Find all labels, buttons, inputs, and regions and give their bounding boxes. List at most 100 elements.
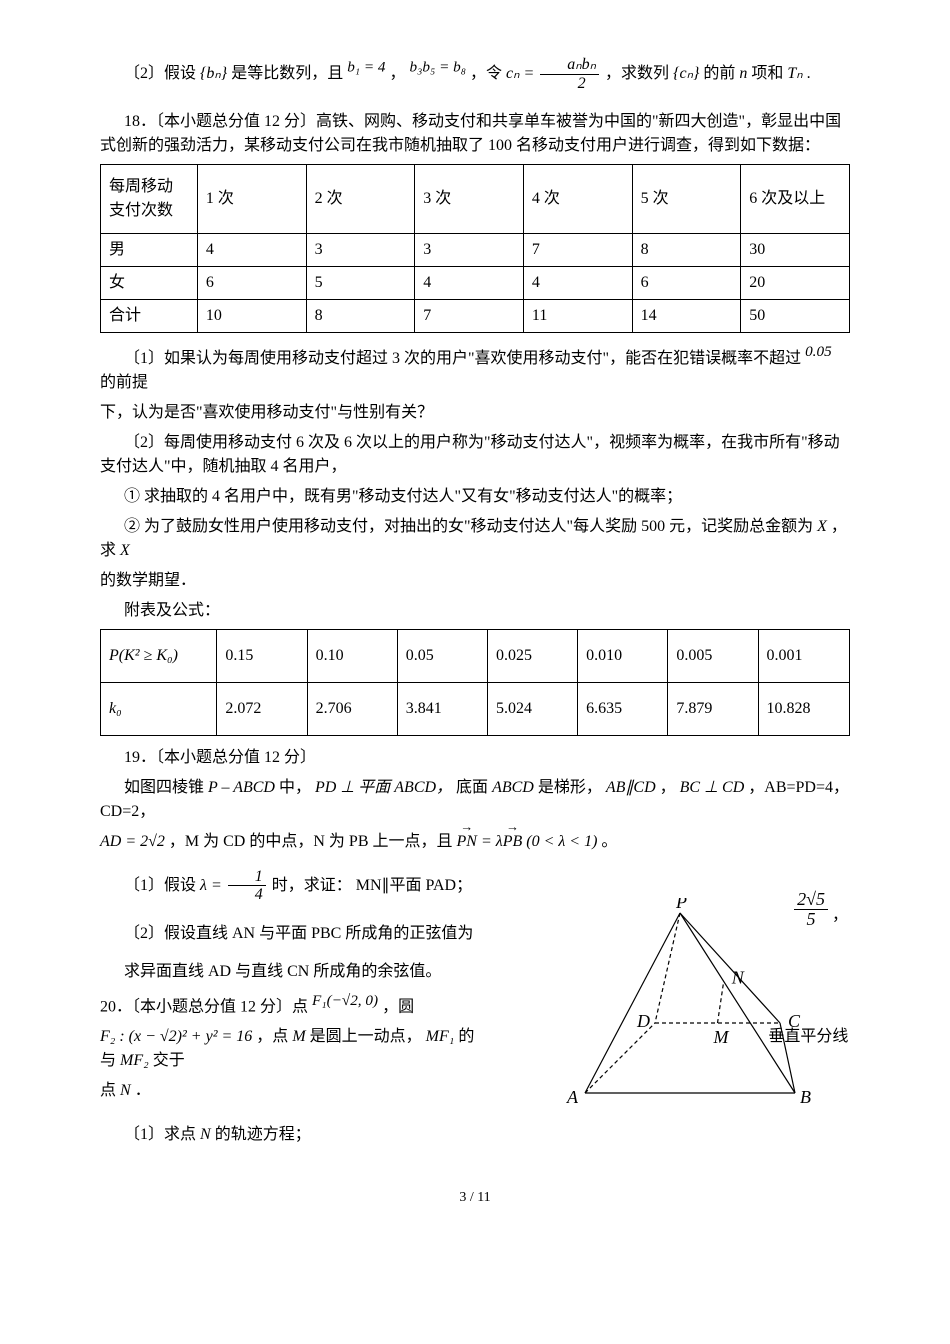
table-cell: 男 [101, 234, 198, 267]
q-part2-cont: 〔2〕假设 {bₙ} 是等比数列，且 b₁ = 4 ， b₃b₅ = b₈ ，令… [100, 56, 850, 92]
text: 是等比数列，且 [231, 65, 343, 82]
table-cell: 3 [415, 234, 524, 267]
q20-p1: 〔1〕求点 N 的轨迹方程； [100, 1123, 850, 1147]
table-cell: 4 [415, 267, 524, 300]
q18-table1: 每周移动支付次数1 次2 次3 次4 次5 次6 次及以上男4337830女65… [100, 164, 850, 333]
svg-text:A: A [566, 1087, 579, 1107]
table-header: 每周移动支付次数 [101, 165, 198, 234]
table-cell: 0.10 [307, 629, 397, 682]
table-cell: 0.15 [217, 629, 307, 682]
pn-eq: PN = λPB (0 < λ < 1) [457, 833, 602, 850]
table-header: 1 次 [197, 165, 306, 234]
page: 〔2〕假设 {bₙ} 是等比数列，且 b₁ = 4 ， b₃b₅ = b₈ ，令… [50, 0, 900, 1248]
text: ． [135, 1082, 151, 1099]
text: ， [390, 65, 406, 82]
q19-title: 19．〔本小题总分值 12 分〕 [100, 746, 850, 770]
text: ，令 [470, 65, 502, 82]
table-cell: 30 [741, 234, 850, 267]
den: 4 [228, 886, 266, 904]
table-cell: 50 [741, 300, 850, 333]
table-cell: 0.05 [397, 629, 487, 682]
lambda-frac: 1 4 [228, 868, 266, 904]
m: M [292, 1028, 305, 1045]
table-cell: 7 [415, 300, 524, 333]
table-cell: 6.635 [578, 682, 668, 735]
text: 〔1〕假设 [124, 876, 196, 893]
text: 中， [279, 779, 311, 796]
ab-cd: AB∥CD [606, 779, 656, 796]
table-cell: 8 [632, 234, 741, 267]
table-header: 4 次 [523, 165, 632, 234]
n: n [739, 65, 747, 82]
q18-p2a: 〔2〕每周使用移动支付 6 次及 6 次以上的用户称为"移动支付达人"，视频率为… [100, 431, 850, 479]
table-header: P(K² ≥ K₀) [101, 629, 217, 682]
text: 的轨迹方程； [215, 1126, 311, 1143]
tail-b: 交于 [153, 1052, 185, 1069]
text: 。 [601, 833, 617, 850]
text: 的 [458, 1028, 474, 1045]
svg-text:B: B [800, 1087, 811, 1107]
num: aₙbₙ [540, 56, 599, 75]
table-cell: 0.025 [487, 629, 577, 682]
cn-eq: cₙ = [506, 65, 534, 82]
table-cell: 4 [197, 234, 306, 267]
ad: AD = 2√2 [100, 833, 165, 850]
text: 底面 [456, 779, 488, 796]
mf2: MF₂ [120, 1052, 149, 1069]
table-cell: 10.828 [758, 682, 849, 735]
pyramid-diagram: PABCDMN [550, 898, 850, 1108]
table-header: 5 次 [632, 165, 741, 234]
abcd: ABCD [492, 779, 534, 796]
q18-title: 18．〔本小题总分值 12 分〕高铁、网购、移动支付和共享单车被誉为中国的"新四… [100, 110, 850, 158]
table-header: k₀ [101, 682, 217, 735]
q20-line1: 20．〔本小题总分值 12 分〕点 F₁(−√2, 0) ，圆 [100, 990, 560, 1019]
table-header: 6 次及以上 [741, 165, 850, 234]
q18-table2: P(K² ≥ K₀)0.150.100.050.0250.0100.0050.0… [100, 629, 850, 736]
text: 的前提 [100, 374, 148, 391]
cn: {cₙ} [673, 65, 699, 82]
svg-text:N: N [731, 967, 745, 987]
text: MN∥平面 PAD； [356, 876, 472, 893]
b1: b₁ = 4 [347, 58, 385, 75]
q18-p1: 〔1〕如果认为每周使用移动支付超过 3 次的用户"喜欢使用移动支付"，能否在犯错… [100, 341, 850, 394]
f2-eq: F₂ : (x − √2)² + y² = 16 [100, 1028, 252, 1045]
svg-text:P: P [675, 898, 687, 912]
table-cell: 8 [306, 300, 415, 333]
n: N [120, 1082, 131, 1099]
table-cell: 女 [101, 267, 198, 300]
q18-appendix: 附表及公式： [100, 599, 850, 623]
text: 〔2〕假设 [124, 65, 196, 82]
text: 〔1〕求点 [124, 1126, 196, 1143]
table-cell: 10 [197, 300, 306, 333]
table-cell: 7.879 [668, 682, 758, 735]
x2: X [120, 542, 130, 559]
svg-text:D: D [636, 1011, 650, 1031]
table-cell: 3.841 [397, 682, 487, 735]
num: 1 [228, 868, 266, 887]
pd-perp: PD ⊥ 平面 ABCD， [315, 779, 452, 796]
table-cell: 2.706 [307, 682, 397, 735]
text: 是圆上一动点， [310, 1028, 422, 1045]
table-cell: 20 [741, 267, 850, 300]
page-footer: 3 / 11 [100, 1187, 850, 1208]
lambda: λ = [200, 876, 226, 893]
text: 时，求证： [272, 876, 352, 893]
table-cell: 5.024 [487, 682, 577, 735]
table-cell: 0.001 [758, 629, 849, 682]
cn-frac: aₙbₙ 2 [540, 56, 599, 92]
table-cell: 4 [523, 267, 632, 300]
text: 20．〔本小题总分值 12 分〕点 [100, 998, 308, 1015]
text: 是梯形， [538, 779, 602, 796]
table-cell: 合计 [101, 300, 198, 333]
table-cell: 11 [523, 300, 632, 333]
n: N [200, 1126, 211, 1143]
q19-body: 〔1〕假设 λ = 1 4 时，求证： MN∥平面 PAD； 〔2〕假设直线 A… [100, 868, 850, 1104]
table-cell: 5 [306, 267, 415, 300]
val: 0.05 [805, 343, 832, 360]
text: 〔1〕如果认为每周使用移动支付超过 3 次的用户"喜欢使用移动支付"，能否在犯错… [124, 350, 801, 367]
svg-text:M: M [713, 1027, 730, 1047]
text: ② 为了鼓励女性用户使用移动支付，对抽出的女"移动支付达人"每人奖励 500 元… [124, 518, 813, 535]
text: ，M 为 CD 的中点，N 为 PB 上一点，且 [169, 833, 453, 850]
table-cell: 0.010 [578, 629, 668, 682]
text: 如图四棱锥 [124, 779, 204, 796]
